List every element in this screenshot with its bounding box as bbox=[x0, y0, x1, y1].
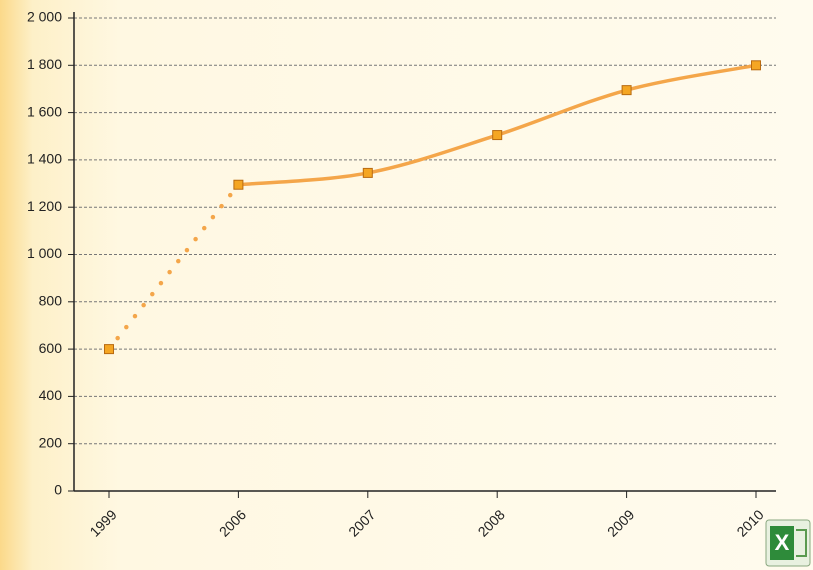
y-tick-label: 200 bbox=[39, 434, 63, 450]
marker bbox=[362, 167, 373, 178]
y-tick-label: 1 800 bbox=[27, 56, 62, 72]
y-tick-label: 0 bbox=[54, 482, 62, 498]
excel-icon: X bbox=[765, 519, 811, 567]
y-tick-label: 1 000 bbox=[27, 245, 62, 261]
marker bbox=[233, 179, 244, 190]
marker bbox=[621, 85, 632, 96]
y-tick-label: 1 600 bbox=[27, 103, 62, 119]
y-tick-label: 400 bbox=[39, 387, 63, 403]
y-tick-label: 1 200 bbox=[27, 198, 62, 214]
y-tick-label: 2 000 bbox=[27, 9, 62, 25]
svg-text:X: X bbox=[775, 530, 790, 555]
y-tick-label: 800 bbox=[39, 293, 63, 309]
y-tick-label: 1 400 bbox=[27, 151, 62, 167]
marker bbox=[492, 130, 503, 141]
marker bbox=[104, 344, 114, 355]
marker bbox=[751, 60, 761, 71]
y-tick-label: 600 bbox=[39, 340, 63, 356]
